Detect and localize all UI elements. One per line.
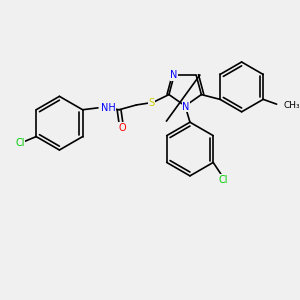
Text: Cl: Cl [15, 138, 25, 148]
Text: CH₃: CH₃ [283, 100, 300, 109]
Text: N: N [170, 70, 178, 80]
Text: NH: NH [101, 103, 116, 113]
Text: N: N [182, 102, 190, 112]
Text: O: O [118, 123, 126, 133]
Text: Cl: Cl [218, 175, 227, 185]
Text: S: S [148, 98, 155, 108]
